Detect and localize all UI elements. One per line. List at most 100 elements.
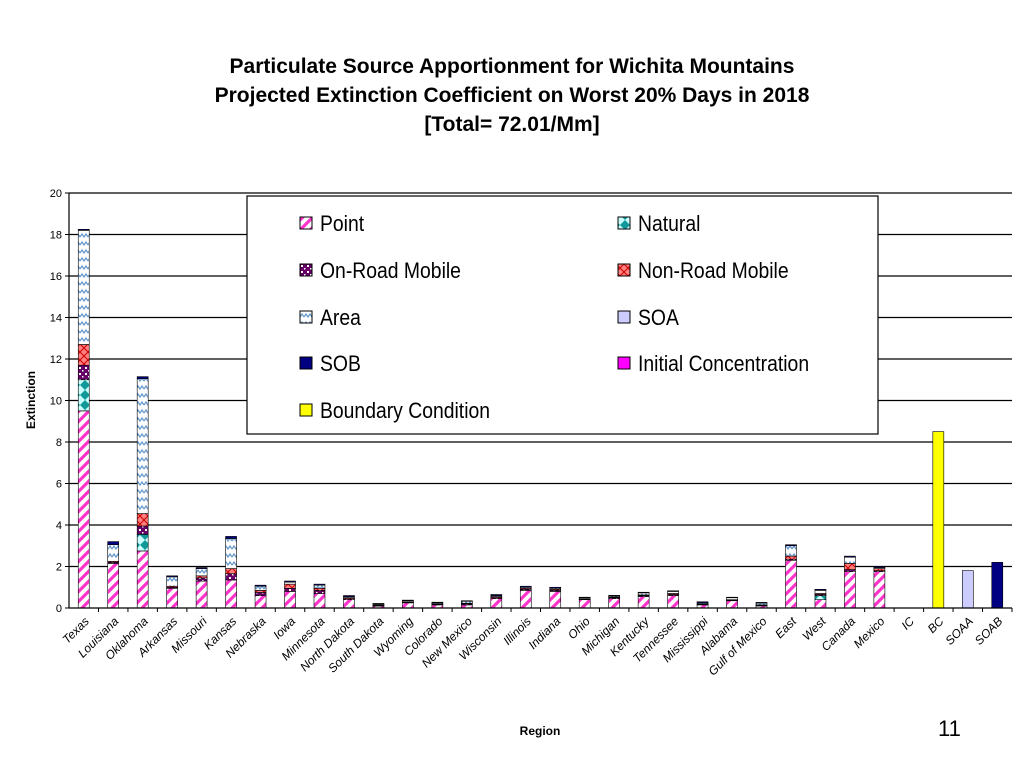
bar-segment-non-road-mobile (785, 555, 797, 560)
bar-segment-area (195, 568, 208, 577)
bar-segment-non-road-mobile (225, 568, 237, 575)
bar-segment-sob (991, 562, 1004, 609)
bar-segment-sob (136, 376, 149, 380)
bar-segment-natural (814, 595, 827, 600)
legend-box (246, 195, 879, 435)
legend-swatch (617, 310, 631, 324)
bar-segment-area (313, 584, 326, 589)
bar-segment-on-road-mobile (136, 525, 149, 535)
legend-label: Non-Road Mobile (638, 259, 789, 283)
bar-segment-sob (343, 595, 355, 597)
legend-swatch (299, 216, 313, 230)
bar-segment-sob (844, 555, 856, 558)
bar-segment-on-road-mobile (195, 577, 208, 582)
bar-segment-point (402, 602, 414, 609)
bar-segment-boundary-condition (932, 431, 945, 609)
bar-segment-area (77, 230, 90, 345)
bar-segment-sob (402, 599, 414, 602)
page-number: 11 (938, 716, 961, 741)
x-tick-label: SOAB (972, 614, 1005, 647)
bar-segment-sob (195, 567, 208, 569)
bar-segment-point (77, 410, 90, 609)
y-tick-label: 10 (50, 396, 62, 408)
bar-segment-sob (431, 601, 444, 604)
bar-segment-point (284, 591, 296, 609)
legend-swatch (299, 263, 313, 277)
bar-segment-point (254, 595, 267, 609)
legend-label: Point (320, 212, 364, 236)
bar-segment-sob (284, 580, 296, 583)
bar-segment-point (166, 587, 178, 609)
bar-segment-area (107, 544, 120, 562)
x-axis-title: Region (520, 724, 561, 738)
bar-segment-sob (726, 596, 738, 599)
bar-segment-point (490, 598, 503, 609)
bar-segment-sob (696, 601, 709, 604)
bar-segment-point (136, 550, 149, 609)
y-tick-label: 14 (50, 313, 62, 325)
bar-segment-area (844, 556, 856, 564)
bar-segment-natural (77, 379, 90, 412)
bar-segment-natural (136, 534, 149, 552)
y-tick-label: 0 (56, 603, 62, 615)
bar-segment-area (254, 585, 267, 591)
legend-label: On-Road Mobile (320, 259, 461, 283)
legend-swatch (299, 356, 313, 370)
bar-segment-non-road-mobile (284, 583, 296, 589)
bar-segment-on-road-mobile (284, 587, 296, 592)
chart-title-line-3: [Total= 72.01/Mm] (424, 113, 600, 136)
bar-segment-point (844, 571, 856, 609)
legend-swatch (299, 403, 313, 417)
bar-segment-sob (608, 595, 620, 597)
bar-segment-area (136, 378, 149, 514)
legend-label: Area (320, 306, 361, 330)
bar-segment-point (225, 579, 237, 609)
bar-segment-point (814, 599, 827, 609)
y-tick-label: 2 (56, 562, 62, 574)
bar-segment-point (195, 580, 208, 609)
bar-segment-on-road-mobile (313, 590, 326, 594)
x-tick-label: BC (925, 614, 947, 636)
bar-segment-point (667, 595, 679, 609)
x-tick-label: SOAA (942, 614, 975, 647)
y-tick-label: 20 (50, 188, 62, 200)
bar-segment-non-road-mobile (844, 563, 856, 570)
bar-segment-sob (549, 586, 562, 589)
chart-title-line-1: Particulate Source Apportionment for Wic… (229, 55, 795, 78)
bar-segment-point (873, 571, 886, 609)
y-axis-title: Extinction (24, 371, 38, 429)
bar-segment-point (107, 563, 120, 609)
bar-segment-sob (667, 590, 679, 592)
legend-swatch (617, 216, 631, 230)
bar-segment-point (608, 598, 620, 609)
x-tick-label: Mexico (851, 614, 888, 651)
x-tick-label: IC (899, 614, 918, 633)
bar-segment-non-road-mobile (136, 513, 149, 527)
x-tick-label: East (772, 614, 799, 641)
bar-segment-on-road-mobile (77, 364, 90, 381)
bar-segment-sob (225, 536, 237, 539)
legend-swatch (617, 263, 631, 277)
legend-label: SOB (320, 352, 361, 376)
bar-segment-sob (755, 602, 768, 604)
bar-segment-sob (814, 589, 827, 591)
y-tick-label: 6 (56, 479, 62, 491)
bar-segment-point (637, 596, 650, 609)
bar-segment-point (519, 590, 532, 609)
bar-segment-sob (107, 541, 120, 546)
chart-title: Particulate Source Apportionment for Wic… (0, 52, 1024, 139)
bar-segment-sob (166, 575, 178, 578)
x-tick-label: Indiana (526, 614, 564, 652)
bar-segment-on-road-mobile (225, 573, 237, 581)
bar-segment-sob (578, 596, 591, 599)
legend-label: Boundary Condition (320, 399, 490, 423)
y-tick-label: 16 (50, 271, 62, 283)
bar-segment-point (578, 599, 591, 609)
bar-segment-point (313, 593, 326, 609)
bar-segment-point (549, 591, 562, 609)
y-tick-label: 8 (56, 437, 62, 449)
bar-segment-sob (254, 584, 267, 587)
bar-segment-non-road-mobile (254, 590, 267, 593)
y-tick-label: 18 (50, 230, 62, 242)
